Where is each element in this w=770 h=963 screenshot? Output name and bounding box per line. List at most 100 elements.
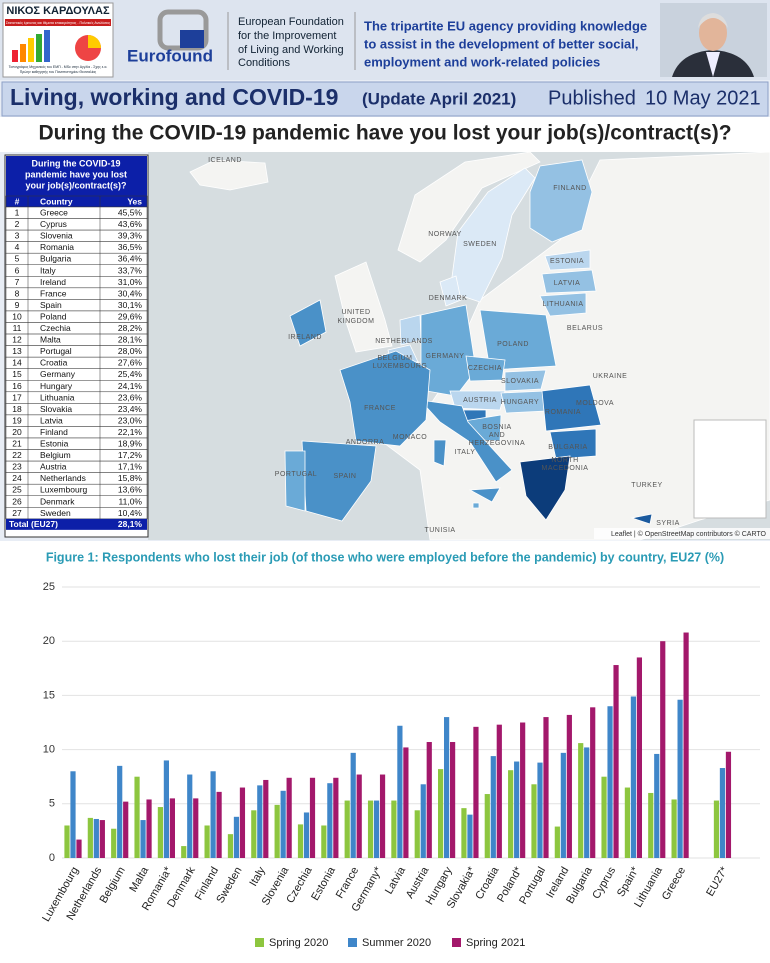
table-cell: 15 [12,369,22,379]
table-title-bg [6,156,147,196]
bar [70,771,76,858]
map-label: GERMANY [426,353,465,360]
bar [157,807,163,858]
table-cell: Greece [40,208,68,218]
bar [111,828,117,858]
table-cell: 17,2% [118,450,143,460]
table-title: pandemic have you lost [25,169,127,179]
table-cell: 10 [12,311,22,321]
map-label: MACEDONIA [542,465,589,472]
table-cell: 3 [15,231,20,241]
table-cell: 4 [15,242,20,252]
bar [467,814,473,858]
table-cell: Malta [40,335,61,345]
table-cell: 2 [15,219,20,229]
table-cell: 26 [12,496,22,506]
map-label: UNITED [341,309,370,316]
bar [450,742,456,858]
table-cell: Belgium [40,450,71,460]
table-cell: 22 [12,450,22,460]
map-label: LITHUANIA [542,301,583,308]
chart-title: Figure 1: Respondents who lost their job… [46,550,724,564]
table-cell: 9 [15,300,20,310]
table-cell: Sweden [40,508,71,518]
map-label: DENMARK [429,295,468,302]
title-bar [1,81,769,117]
map-label: LUXEMBOURG [373,363,428,370]
table-cell: 18,9% [118,439,143,449]
table-cell: Cyprus [40,219,67,229]
table-cell: Ireland [40,277,66,287]
table-cell: Estonia [40,439,69,449]
legend-swatch [255,938,264,947]
bar [257,785,263,858]
table-title: During the COVID-19 [31,158,120,168]
author-band [5,19,111,26]
bar [146,799,152,858]
table-cell: Romania [40,242,74,252]
map-label: TUNISIA [424,527,455,534]
table-cell: 39,3% [118,231,143,241]
map-label: PORTUGAL [275,471,317,478]
bar [193,798,199,858]
map-label: CZECHIA [468,365,502,372]
bar [181,846,187,858]
table-row-bg [5,195,148,208]
table-cell: Italy [40,265,56,275]
bar [420,784,426,858]
table-cell: Austria [40,462,67,472]
author-name: ΝΙΚΟΣ ΚΑΡΔΟΥΛΑΣ [6,5,110,17]
table-cell: 6 [15,265,20,275]
bar [169,798,175,858]
bar [216,791,222,858]
table-cell: 23,4% [118,404,143,414]
bar [648,792,654,858]
bar [590,707,596,858]
table-cell: 11,0% [119,496,143,506]
bar [584,747,590,858]
table-cell: 24 [12,473,22,483]
bar [134,776,140,858]
foundation-line: European Foundation [238,16,344,28]
table-cell: 18 [12,404,22,414]
bar [321,825,327,858]
header-bg [0,0,770,80]
bar [508,770,514,858]
table-cell: Croatia [40,358,68,368]
bar [426,742,432,858]
bar [309,777,316,858]
bar [725,751,732,858]
map-label: HUNGARY [501,399,539,406]
bar [356,774,362,858]
table-cell: 11 [13,323,22,333]
table-title: your job(s)/contract(s)? [25,180,126,190]
bar [461,808,467,858]
map-label: SPAIN [334,473,357,480]
title: Living, working and COVID-19 [10,84,338,110]
author-line: Πρώην καθηγητής του Πανεπιστημίου Θεσσαλ… [20,70,97,74]
table-cell: 22,1% [118,427,143,437]
foundation-line: for the Improvement [238,30,336,42]
bar [64,825,70,858]
bar [117,765,123,858]
bar [204,825,210,858]
author-graphic [12,30,101,62]
table-cell: Finland [40,427,68,437]
table-cell: Latvia [40,415,63,425]
tagline-line: to assist in the development of better s… [364,36,639,51]
bar [660,641,666,858]
question: During the COVID-19 pandemic have you lo… [38,122,731,145]
bar [630,696,636,858]
bar [251,810,257,858]
bar [350,752,356,858]
eurofound-logo [157,9,209,51]
table-cell: 29,6% [118,311,143,321]
bar [87,817,93,858]
bar [140,820,146,858]
bar [490,756,496,858]
bar [397,725,403,858]
table-cell: 21 [12,439,22,449]
y-tick-label: 25 [43,581,55,593]
table-cell: 15,8% [118,473,143,483]
table-cell: 30,4% [118,288,143,298]
